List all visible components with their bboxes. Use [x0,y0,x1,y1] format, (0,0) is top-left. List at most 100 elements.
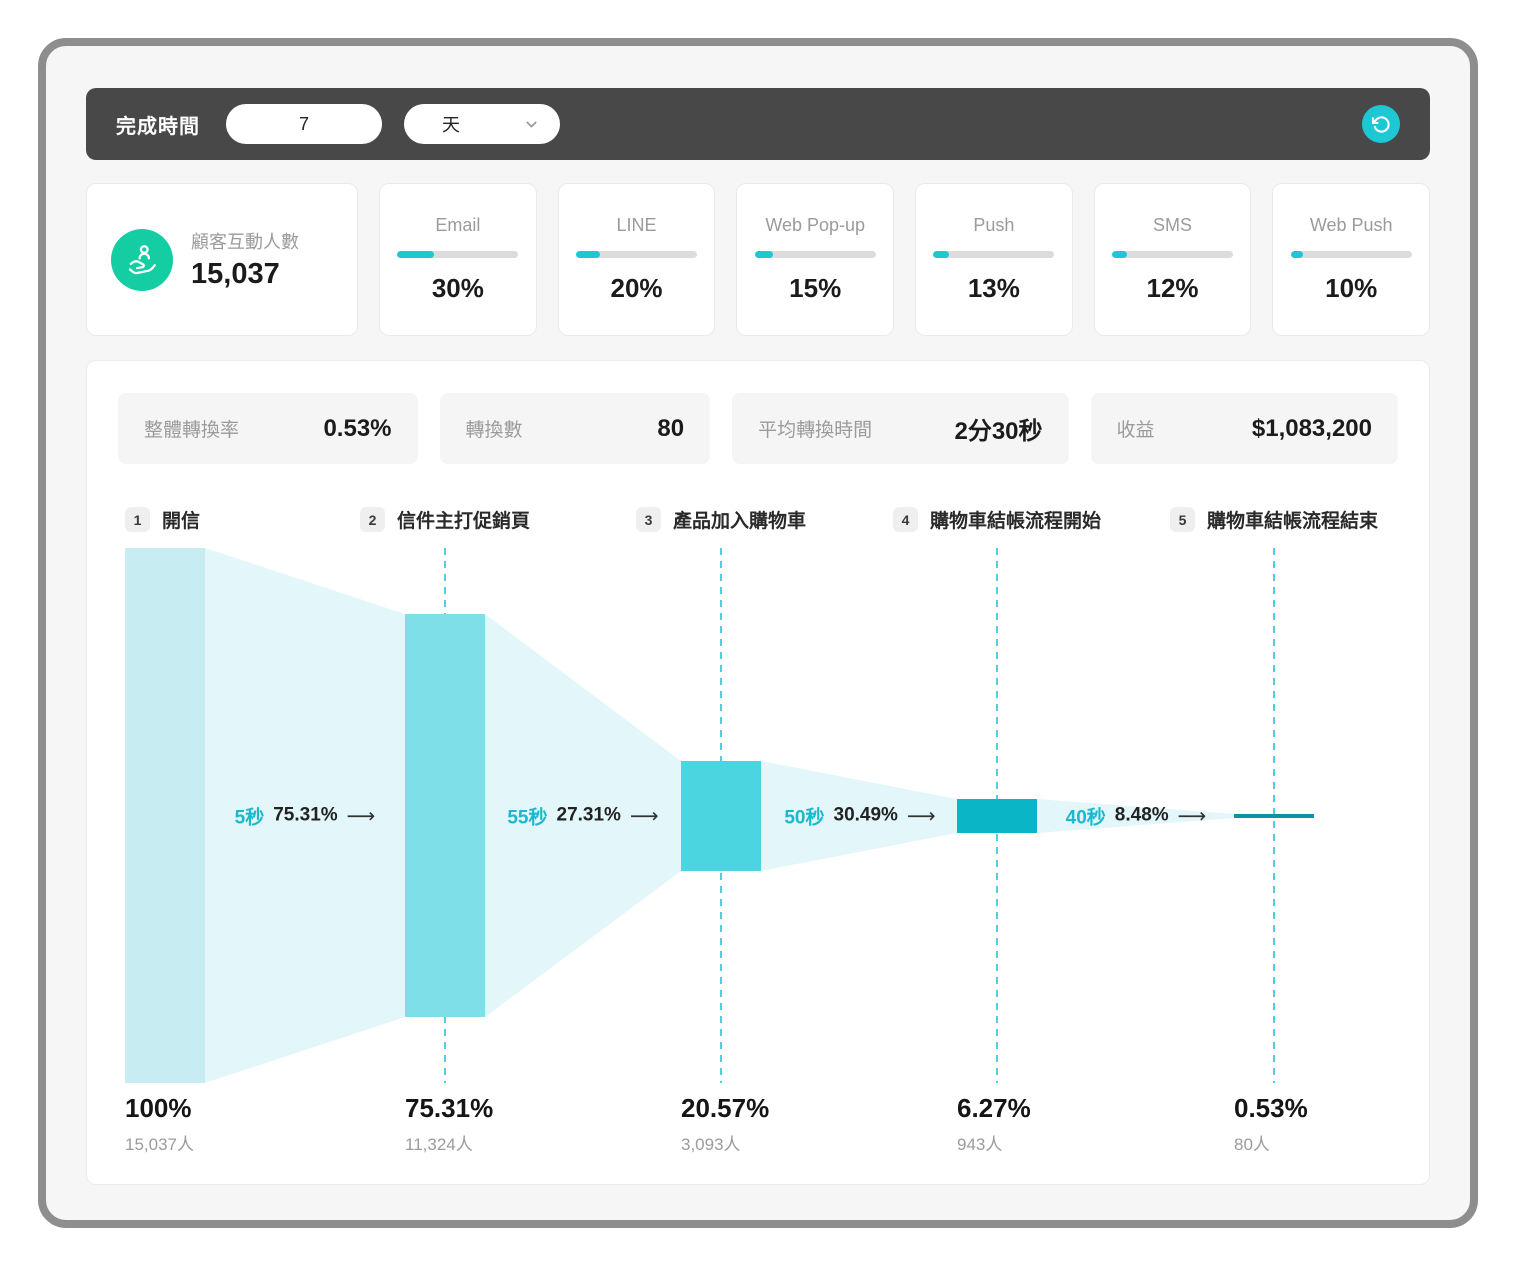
funnel-result-5: 0.53% 80人 [1234,1093,1308,1155]
result-pct: 20.57% [681,1093,770,1123]
refresh-icon [1371,115,1390,133]
funnel-chart: 5秒 75.31% ⟶ 55秒 27.31% ⟶ 50秒 30.49% ⟶ 40… [125,548,1405,1083]
result-pct: 0.53% [1234,1093,1308,1123]
result-pct: 75.31% [405,1093,494,1123]
channel-card-web-popup: Web Pop-up 15% [736,183,895,336]
channel-card-web-push: Web Push 10% [1272,183,1431,336]
unit-select-value: 天 [442,115,460,135]
stat-value: $1,083,200 [1251,414,1372,442]
funnel-result-4: 6.27% 943人 [957,1093,1031,1155]
stage-number-badge: 3 [635,507,661,532]
funnel-panel: 整體轉換率 0.53% 轉換數 80 平均轉換時間 2分30秒 收益 $1,08… [86,360,1430,1185]
result-people: 15,037人 [125,1135,194,1154]
channel-label: Web Pop-up [765,215,866,235]
result-people: 3,093人 [681,1135,741,1154]
result-pct: 6.27% [957,1093,1031,1123]
engagement-value: 15,037 [191,258,280,290]
arrow-right-icon: ⟶ [346,805,376,827]
stage-label-4: 4 購物車結帳流程開始 [892,506,1102,533]
stat-label: 轉換數 [465,420,523,441]
channel-pct: 20% [610,273,663,303]
funnel-bar-5 [1234,814,1314,818]
funnel-result-3: 20.57% 3,093人 [681,1093,769,1155]
duration-input[interactable] [226,104,382,144]
transition-time: 5秒 [234,807,265,828]
stat-label: 平均轉換時間 [758,420,873,441]
channel-pct: 13% [967,273,1020,303]
result-pct: 100% [125,1093,192,1123]
channel-progress [933,251,1055,258]
funnel-result-1: 100% 15,037人 [125,1093,194,1155]
transition-time: 50秒 [784,807,825,828]
stage-name: 購物車結帳流程開始 [929,511,1102,532]
channel-card-email: Email 30% [379,183,537,336]
stats-row: 整體轉換率 0.53% 轉換數 80 平均轉換時間 2分30秒 收益 $1,08… [118,393,1398,464]
stat-value: 80 [657,414,685,442]
channel-pct: 15% [789,273,842,303]
hand-holding-person-icon [111,228,173,291]
channel-label: Push [973,215,1015,235]
result-people: 943人 [957,1135,1003,1154]
result-people: 80人 [1234,1135,1270,1154]
stat-label: 收益 [1116,420,1155,441]
transition-pct: 30.49% [833,804,898,826]
filter-bar: 完成時間 天 [86,88,1430,160]
app-frame: 完成時間 天 顧客互動人數 1 5 [38,38,1478,1228]
channel-label: Web Push [1309,215,1393,235]
funnel-area: 1 開信 2 信件主打促銷頁 3 產品加入購物車 4 購物車結帳流程開始 5 [125,506,1405,1168]
channel-progress [1112,251,1234,258]
unit-select[interactable]: 天 [404,104,560,144]
channel-label: Email [435,215,481,235]
channel-progress [576,251,697,258]
stage-number-badge: 2 [359,507,385,532]
channel-card-push: Push 13% [915,183,1073,336]
completion-time-label: 完成時間 [116,115,200,138]
transition-pct: 8.48% [1114,804,1169,826]
stage-name: 產品加入購物車 [672,511,807,532]
funnel-link-2 [485,614,681,1017]
channel-pct: 12% [1146,273,1199,303]
stage-name: 購物車結帳流程結束 [1206,511,1379,532]
funnel-transition-1: 5秒 75.31% ⟶ [235,802,376,829]
chevron-down-icon [526,121,537,127]
arrow-right-icon: ⟶ [629,805,659,827]
channel-pct: 10% [1325,273,1378,303]
channel-progress [754,251,876,258]
transition-pct: 27.31% [556,804,621,826]
stat-overall-conversion: 整體轉換率 0.53% [118,393,418,464]
funnel-link-4 [1037,799,1234,833]
funnel-transition-4: 40秒 8.48% ⟶ [1066,802,1207,829]
stat-avg-conversion-time: 平均轉換時間 2分30秒 [732,393,1069,464]
channel-progress [397,251,519,258]
stage-label-2: 2 信件主打促銷頁 [359,506,531,533]
engagement-label: 顧客互動人數 [191,232,299,252]
channel-progress [1290,251,1412,258]
channel-label: SMS [1153,215,1193,235]
stat-value: 2分30秒 [954,418,1043,445]
transition-pct: 75.31% [273,804,338,826]
funnel-transition-3: 50秒 30.49% ⟶ [784,802,935,829]
channel-card-line: LINE 20% [557,183,716,336]
refresh-button[interactable] [1362,105,1400,143]
stage-number-badge: 5 [1169,507,1195,532]
funnel-transition-2: 55秒 27.31% ⟶ [507,802,658,829]
channel-pct: 30% [431,273,484,303]
stage-name: 信件主打促銷頁 [396,511,531,532]
transition-time: 55秒 [507,807,548,828]
channel-label: LINE [616,215,657,235]
funnel-svg [125,548,1314,1083]
funnel-link-1 [205,548,405,1083]
funnel-stage-labels: 1 開信 2 信件主打促銷頁 3 產品加入購物車 4 購物車結帳流程開始 5 [125,506,1405,536]
funnel-result-2: 75.31% 11,324人 [405,1093,493,1155]
stat-label: 整體轉換率 [144,420,240,441]
stage-label-5: 5 購物車結帳流程結束 [1169,506,1379,533]
funnel-bar-3 [681,761,761,871]
funnel-results-row: 100% 15,037人 75.31% 11,324人 20.57% 3,093… [125,1093,1405,1168]
stat-revenue: 收益 $1,083,200 [1090,393,1398,464]
stage-label-3: 3 產品加入購物車 [635,506,807,533]
stage-number-badge: 4 [892,507,918,532]
stat-conversion-count: 轉換數 80 [439,393,711,464]
arrow-right-icon: ⟶ [906,805,936,827]
channel-card-sms: SMS 12% [1093,183,1252,336]
funnel-link-3 [761,761,957,871]
